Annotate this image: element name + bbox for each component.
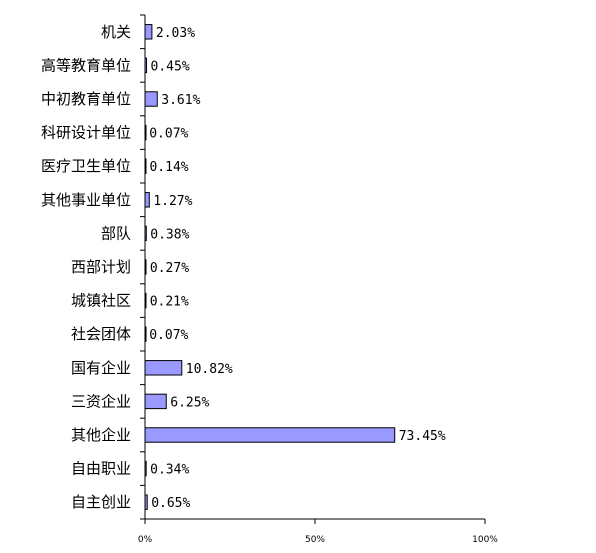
category-label: 城镇社区 xyxy=(71,292,131,310)
value-label: 0.38% xyxy=(150,227,189,242)
value-label: 1.27% xyxy=(153,194,192,209)
value-label: 0.21% xyxy=(150,295,189,310)
category-label: 国有企业 xyxy=(71,359,131,377)
category-label: 科研设计单位 xyxy=(41,124,131,142)
category-label: 高等教育单位 xyxy=(41,56,131,74)
category-label: 社会团体 xyxy=(71,325,131,343)
bar-11 xyxy=(144,360,183,376)
bar-3 xyxy=(144,91,158,107)
value-label: 0.34% xyxy=(150,463,189,478)
category-label: 自主创业 xyxy=(71,493,131,511)
value-label: 0.27% xyxy=(150,261,189,276)
category-label: 机关 xyxy=(101,23,131,41)
value-label: 2.03% xyxy=(156,26,195,41)
x-tick-label: 50% xyxy=(305,535,325,545)
category-label: 中初教育单位 xyxy=(41,90,131,108)
value-label: 0.45% xyxy=(151,59,190,74)
value-label: 0.65% xyxy=(151,496,190,511)
value-label: 6.25% xyxy=(170,395,209,410)
category-label: 部队 xyxy=(101,224,131,242)
bar-6 xyxy=(144,192,150,208)
category-label: 其他企业 xyxy=(71,426,131,444)
x-tick-label: 0% xyxy=(138,535,153,545)
value-label: 0.07% xyxy=(149,127,188,142)
category-label: 自由职业 xyxy=(71,460,131,478)
category-label: 医疗卫生单位 xyxy=(41,157,131,175)
value-label: 0.14% xyxy=(149,160,188,175)
bar-1 xyxy=(144,24,153,40)
value-label: 10.82% xyxy=(186,362,233,377)
value-label: 3.61% xyxy=(161,93,200,108)
category-label: 其他事业单位 xyxy=(41,191,131,209)
value-label: 73.45% xyxy=(399,429,446,444)
category-label: 三资企业 xyxy=(71,392,131,410)
category-label: 西部计划 xyxy=(71,258,131,276)
bar-13 xyxy=(144,427,396,443)
x-tick-label: 100% xyxy=(472,535,498,545)
bar-12 xyxy=(144,393,167,410)
value-label: 0.07% xyxy=(149,328,188,343)
